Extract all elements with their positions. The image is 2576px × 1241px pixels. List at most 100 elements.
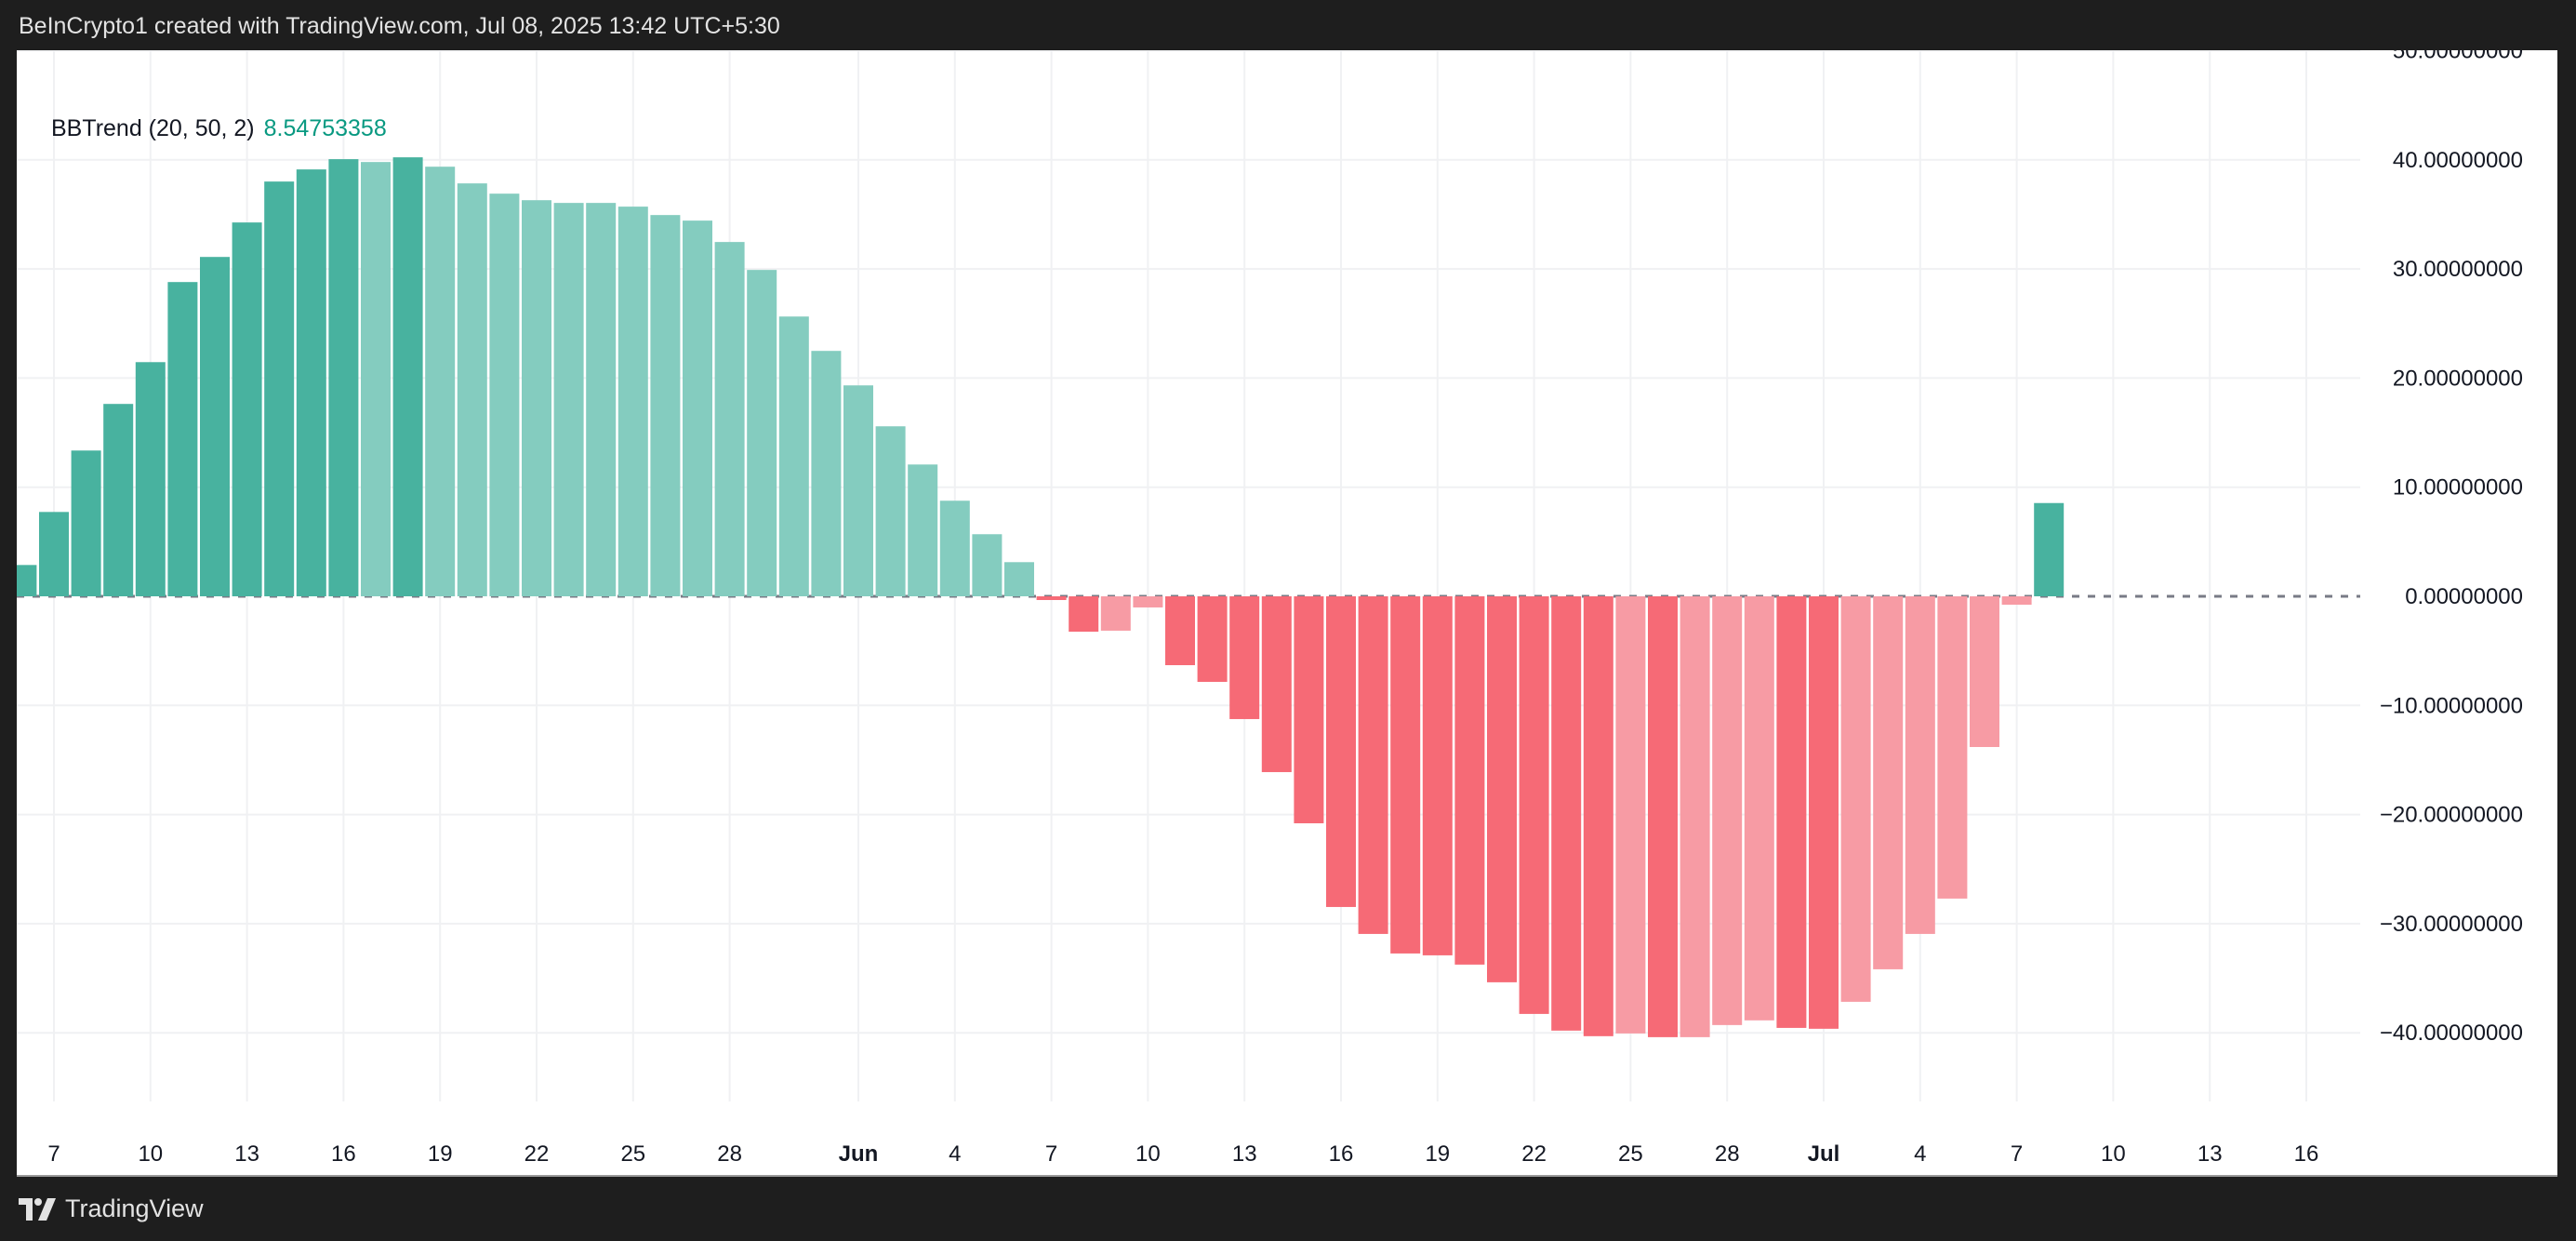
bars: [17, 157, 2065, 1037]
footer-brand: TradingView: [65, 1194, 204, 1222]
histogram-bar: [617, 207, 648, 596]
histogram-bar: [1229, 596, 1260, 719]
histogram-bar: [1004, 562, 1034, 596]
histogram-bar: [1197, 596, 1228, 682]
y-tick-label: 20.00000000: [2393, 366, 2523, 391]
histogram-bar: [1873, 596, 1904, 969]
x-tick-label: 4: [1914, 1141, 1926, 1167]
histogram-bar: [1615, 596, 1646, 1034]
histogram-bar: [1519, 596, 1549, 1014]
histogram-bar: [1454, 596, 1485, 965]
histogram-bar: [392, 157, 423, 596]
y-tick-label: 0.00000000: [2405, 584, 2523, 609]
histogram-bar: [2001, 596, 2032, 606]
x-tick-label: 22: [1521, 1141, 1547, 1167]
histogram-bar: [778, 316, 809, 596]
bbtrend-chart: 50.0000000040.0000000030.0000000020.0000…: [17, 50, 2523, 1167]
histogram-bar: [17, 565, 37, 596]
indicator-name: BBTrend (20, 50, 2): [51, 115, 255, 141]
histogram-bar: [1712, 596, 1743, 1025]
histogram-bar: [1487, 596, 1517, 982]
tradingview-logo-icon: [19, 1197, 56, 1221]
histogram-bar: [264, 181, 295, 596]
x-tick-label: 28: [717, 1141, 742, 1167]
histogram-bar: [1133, 596, 1163, 607]
x-tick-label: 7: [1045, 1141, 1057, 1167]
x-tick-label: 10: [138, 1141, 163, 1167]
y-tick-label: −10.00000000: [2380, 693, 2523, 718]
x-tick-label: 13: [1232, 1141, 1257, 1167]
chart-panel: 50.00000000 40.00000000 30.00000000 20.0000…: [17, 50, 2557, 1177]
histogram-bar: [683, 220, 712, 596]
x-tick-label: 19: [428, 1141, 453, 1167]
histogram-bar: [200, 257, 230, 596]
histogram-bar: [522, 200, 551, 597]
histogram-bar: [1036, 596, 1067, 600]
histogram-bar: [650, 215, 681, 596]
histogram-bar: [1905, 596, 1935, 934]
histogram-bar: [843, 385, 873, 596]
histogram-bar: [1358, 596, 1388, 934]
x-tick-label: 22: [524, 1141, 550, 1167]
histogram-bar: [1165, 596, 1195, 666]
histogram-bar: [1583, 596, 1613, 1036]
x-tick-label: 28: [1715, 1141, 1740, 1167]
y-tick-label: 50.00000000: [2393, 50, 2523, 64]
histogram-bar: [1326, 596, 1356, 907]
histogram-bar: [232, 222, 262, 597]
x-tick-label: 13: [234, 1141, 259, 1167]
x-tick-label: 25: [1618, 1141, 1643, 1167]
histogram-bar: [747, 270, 777, 596]
indicator-legend[interactable]: BBTrend (20, 50, 2) 8.54753358: [51, 115, 387, 142]
x-tick-label: 16: [331, 1141, 356, 1167]
histogram-bar: [167, 282, 198, 596]
histogram-bar: [875, 426, 906, 596]
histogram-bar: [296, 169, 326, 596]
histogram-bar: [1776, 596, 1807, 1028]
histogram-bar: [1069, 596, 1099, 633]
histogram-bar: [1551, 596, 1582, 1031]
x-tick-label: 19: [1425, 1141, 1450, 1167]
histogram-bar: [39, 512, 69, 596]
x-tick-label: 7: [47, 1141, 60, 1167]
y-tick-label: −40.00000000: [2380, 1021, 2523, 1046]
histogram-bar: [457, 183, 487, 597]
histogram-bar: [972, 534, 1003, 596]
histogram-bar: [939, 500, 970, 596]
histogram-bar: [811, 351, 842, 596]
histogram-bar: [2034, 502, 2065, 596]
attribution-header: BeInCrypto1 created with TradingView.com…: [19, 13, 780, 39]
histogram-bar: [103, 404, 134, 596]
histogram-bar: [1422, 596, 1453, 955]
histogram-bar: [425, 167, 456, 596]
histogram-bar: [1809, 596, 1839, 1029]
y-tick-label: 40.00000000: [2393, 148, 2523, 173]
y-tick-label: 10.00000000: [2393, 475, 2523, 500]
histogram-bar: [1744, 596, 1774, 1021]
histogram-bar: [1294, 596, 1324, 823]
histogram-bar: [1390, 596, 1421, 954]
x-tick-label: 25: [620, 1141, 645, 1167]
x-tick-label: Jul: [1808, 1141, 1840, 1167]
histogram-bar: [586, 203, 617, 597]
histogram-bar: [1648, 596, 1678, 1037]
histogram-bar: [908, 464, 938, 596]
histogram-bar: [1970, 596, 1999, 747]
histogram-bar: [1840, 596, 1871, 1002]
x-tick-label: 4: [949, 1141, 961, 1167]
histogram-bar: [328, 159, 359, 596]
x-tick-label: 10: [1135, 1141, 1161, 1167]
x-tick-label: 16: [1329, 1141, 1354, 1167]
footer: TradingView: [19, 1194, 204, 1223]
y-tick-label: −20.00000000: [2380, 803, 2523, 828]
y-tick-label: 30.00000000: [2393, 257, 2523, 282]
x-tick-label: 7: [2011, 1141, 2023, 1167]
x-tick-label: 13: [2198, 1141, 2223, 1167]
histogram-bar: [1937, 596, 1968, 899]
histogram-bar: [489, 193, 520, 596]
histogram-bar: [553, 203, 584, 597]
histogram-bar: [361, 162, 391, 596]
x-axis: 7 10 13 16 19 22 25 28 Jun 4 7 10 13 16 19 22 25 28 Jul 4 7 1…: [47, 1141, 2318, 1167]
histogram-bar: [1261, 596, 1292, 772]
y-axis: 50.00000000 40.00000000 30.00000000 20.0000…: [2380, 50, 2523, 1046]
